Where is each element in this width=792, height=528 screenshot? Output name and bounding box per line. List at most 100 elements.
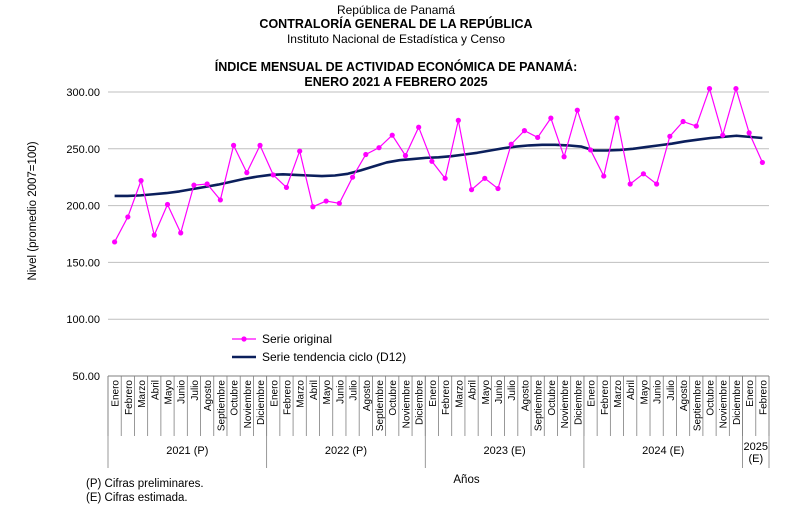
data-point	[455, 117, 461, 123]
year-label: 2022 (P)	[325, 445, 367, 457]
y-tick-label: 50.00	[72, 371, 100, 383]
x-tick-label: Febrero	[124, 380, 135, 415]
legend-label-trend: Serie tendencia ciclo (D12)	[262, 350, 406, 364]
y-tick-label: 150.00	[66, 257, 100, 269]
y-tick-label: 250.00	[66, 144, 100, 156]
x-tick-label: Septiembre	[375, 380, 386, 432]
x-tick-label: Enero	[745, 380, 756, 407]
x-tick-label: Marzo	[137, 380, 148, 408]
x-tick-label: Enero	[428, 380, 439, 407]
data-point	[561, 154, 567, 160]
data-point	[746, 130, 752, 136]
x-tick-label: Abril	[468, 380, 479, 400]
x-tick-label: Enero	[111, 380, 122, 407]
data-point	[310, 204, 316, 210]
x-tick-label: Febrero	[282, 380, 293, 415]
year-label: 2021 (P)	[166, 445, 208, 457]
legend-marker-original	[241, 336, 247, 342]
x-tick-label: Febrero	[441, 380, 452, 415]
x-tick-label: Julio	[507, 380, 518, 401]
x-tick-label: Marzo	[296, 380, 307, 408]
data-point	[442, 175, 448, 181]
data-point	[270, 172, 276, 178]
year-label: 2023 (E)	[483, 445, 525, 457]
x-tick-label: Diciembre	[256, 380, 267, 425]
header-contraloria: CONTRALORÍA GENERAL DE LA REPÚBLICA	[259, 17, 533, 31]
y-tick-label: 200.00	[66, 201, 100, 213]
x-tick-label: Enero	[269, 380, 280, 407]
header-republic: República de Panamá	[336, 3, 456, 17]
data-point	[125, 214, 131, 220]
x-tick-label: Mayo	[481, 380, 492, 405]
x-tick-label: Diciembre	[732, 380, 743, 425]
x-tick-label: Agosto	[679, 380, 690, 412]
data-point	[654, 181, 660, 187]
data-point	[416, 124, 422, 130]
x-tick-label: Diciembre	[573, 380, 584, 425]
x-axis-title: Años	[453, 474, 479, 486]
x-tick-label: Julio	[666, 380, 677, 401]
x-tick-label: Noviembre	[560, 380, 571, 429]
x-tick-label: Agosto	[520, 380, 531, 412]
data-point	[389, 132, 395, 138]
x-tick-label: Mayo	[322, 380, 333, 405]
x-tick-label: Mayo	[163, 380, 174, 405]
year-label: 2025 (E)	[744, 441, 768, 465]
x-tick-label: Agosto	[362, 380, 373, 412]
data-point	[468, 187, 475, 193]
note-estimated: (E) Cifras estimada.	[86, 492, 188, 504]
data-point	[191, 182, 197, 188]
x-tick-label: Septiembre	[692, 380, 703, 432]
data-point	[614, 115, 620, 121]
chart-subtitle: ENERO 2021 A FEBRERO 2025	[304, 75, 488, 89]
data-point	[693, 123, 699, 129]
data-point	[376, 145, 382, 151]
x-tick-label: Junio	[177, 380, 188, 404]
x-tick-label: Marzo	[613, 380, 624, 408]
data-point	[508, 141, 514, 147]
data-point	[548, 115, 554, 121]
data-point	[178, 230, 184, 236]
x-tick-label: Marzo	[454, 380, 465, 408]
x-tick-label: Octubre	[706, 380, 717, 416]
data-point	[680, 118, 686, 125]
x-tick-label: Octubre	[230, 380, 241, 416]
data-point	[257, 142, 263, 148]
x-tick-label: Abril	[150, 380, 161, 400]
x-tick-label: Octubre	[547, 380, 558, 416]
data-point	[244, 170, 250, 176]
data-point	[297, 148, 303, 154]
data-point	[429, 158, 435, 164]
data-point	[640, 171, 647, 177]
x-tick-label: Noviembre	[719, 380, 730, 429]
data-point	[733, 85, 739, 92]
data-point	[204, 181, 210, 187]
data-point	[482, 175, 488, 181]
x-tick-label: Junio	[335, 380, 346, 404]
x-tick-label: Septiembre	[216, 380, 227, 432]
x-tick-label: Octubre	[388, 380, 399, 416]
data-point	[627, 181, 633, 187]
y-tick-label: 300.00	[66, 87, 100, 99]
data-point	[151, 232, 157, 238]
series-line-original	[114, 86, 763, 243]
x-tick-label: Abril	[626, 380, 637, 400]
data-point	[164, 201, 171, 208]
x-tick-label: Febrero	[600, 380, 611, 415]
chart-title: ÍNDICE MENSUAL DE ACTIVIDAD ECONÓMICA DE…	[214, 60, 578, 74]
x-tick-label: Julio	[190, 380, 201, 401]
data-point	[402, 153, 409, 159]
data-point	[323, 198, 329, 204]
x-tick-label: Noviembre	[243, 380, 254, 429]
x-tick-label: Julio	[349, 380, 360, 401]
data-point	[336, 200, 342, 206]
data-point	[521, 128, 528, 134]
data-point	[601, 173, 607, 179]
data-point	[720, 132, 726, 138]
x-tick-label: Junio	[653, 380, 664, 404]
legend-label-original: Serie original	[262, 332, 332, 346]
note-preliminary: (P) Cifras preliminares.	[86, 478, 204, 490]
x-tick-label: Noviembre	[401, 380, 412, 429]
data-point	[759, 159, 765, 166]
